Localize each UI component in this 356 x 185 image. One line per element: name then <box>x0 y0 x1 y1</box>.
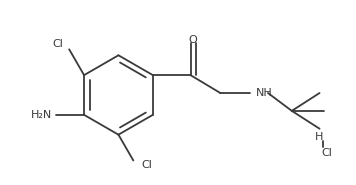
Text: H₂N: H₂N <box>31 110 52 120</box>
Text: Cl: Cl <box>321 148 332 158</box>
Text: O: O <box>188 36 197 46</box>
Text: H: H <box>315 132 323 142</box>
Text: Cl: Cl <box>141 160 152 170</box>
Text: NH: NH <box>256 88 273 98</box>
Text: Cl: Cl <box>52 39 63 49</box>
